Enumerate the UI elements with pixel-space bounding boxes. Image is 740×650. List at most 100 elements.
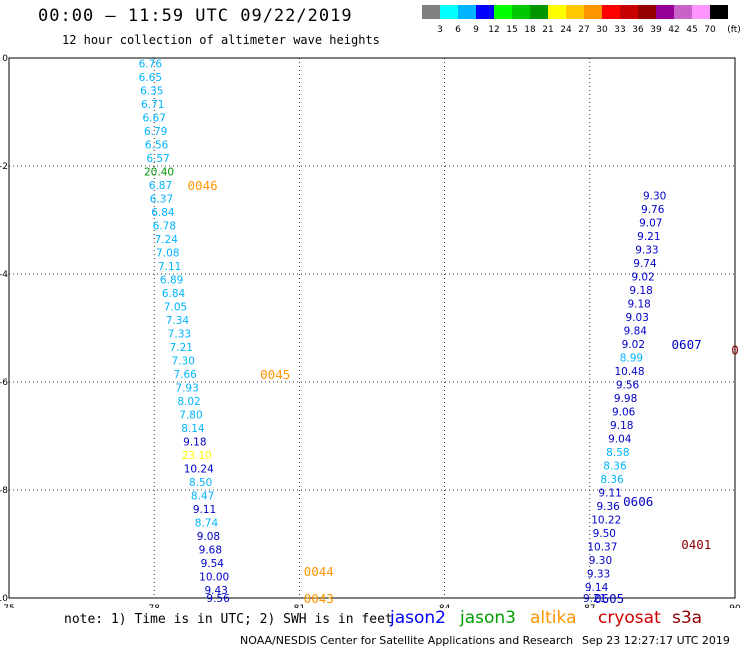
wave-height-label: 10.48 [614, 366, 644, 378]
page-title: 00:00 – 11:59 UTC 09/22/2019 [38, 6, 353, 26]
wave-height-label: 9.18 [629, 285, 652, 297]
wave-height-label: 10.22 [591, 515, 621, 527]
colorbar-tick-label: 36 [632, 25, 644, 35]
pass-time-label: 0 [731, 343, 739, 358]
pass-time-label: 0607 [672, 337, 702, 352]
wave-height-label: 7.93 [175, 382, 198, 394]
legend-jason2: jason2 [390, 608, 446, 628]
colorbar: 3 6 9 12 15 18 21 24 27 30 33 36 39 42 45 70 (ft) [422, 5, 740, 35]
wave-height-label: 7.21 [170, 342, 193, 354]
pass-time-label: 0043 [304, 591, 334, 606]
wave-height-label: 9.06 [612, 407, 636, 419]
colorbar-swatch [512, 5, 530, 19]
wave-height-label: 6.56 [145, 139, 169, 151]
legend-altika: altika [530, 608, 577, 628]
colorbar-tick-label: 33 [614, 25, 625, 35]
legend-s3a: s3a [672, 608, 703, 628]
colorbar-swatch [530, 5, 548, 19]
wave-height-label: 9.08 [197, 531, 220, 543]
wave-height-label: 6.84 [151, 207, 175, 219]
wave-height-label: 23.10 [182, 450, 212, 462]
note-text: note: 1) Time is in UTC; 2) SWH is in fe… [64, 612, 393, 627]
wave-height-label: 8.74 [195, 517, 219, 529]
colorbar-tick-label: 9 [473, 25, 479, 35]
wave-height-label: 9.18 [610, 420, 633, 432]
x-tick-label: 90 [729, 604, 740, 608]
wave-height-label: 9.84 [624, 326, 648, 338]
wave-height-label: 9.33 [635, 245, 658, 257]
pass-time-label: 0046 [188, 178, 218, 193]
footer-credit: NOAA/NESDIS Center for Satellite Applica… [240, 634, 574, 647]
wave-height-label: 6.78 [153, 220, 176, 232]
colorbar-swatch [620, 5, 638, 19]
colorbar-swatch [674, 5, 692, 19]
wave-height-label: 7.66 [173, 369, 197, 381]
wave-height-label: 10.00 [199, 571, 229, 583]
wave-height-label: 6.79 [144, 126, 167, 138]
pass-time-label: 0606 [623, 494, 653, 509]
wave-height-label: 7.33 [168, 328, 191, 340]
pass-time-label: 0401 [681, 537, 711, 552]
legend-cryosat: cryosat [598, 608, 661, 628]
pass-time-label: 0044 [304, 564, 334, 579]
wave-height-label: 8.47 [191, 490, 214, 502]
colorbar-tick-label: 70 [704, 25, 716, 35]
wave-height-label: 8.02 [177, 396, 200, 408]
colorbar-unit: (ft) [727, 25, 740, 35]
plot-frame [8, 57, 736, 599]
colorbar-swatch [656, 5, 674, 19]
wave-height-label: 9.76 [641, 204, 665, 216]
wave-height-label: 9.56 [616, 380, 640, 392]
wave-height-label: 9.21 [637, 231, 660, 243]
wave-height-label: 6.71 [141, 99, 164, 111]
x-tick-label: 87 [584, 604, 595, 608]
y-tick-label: -10 [0, 594, 8, 604]
colorbar-tick-label: 15 [506, 25, 517, 35]
x-tick-label: 75 [3, 604, 14, 608]
wave-height-label: 9.11 [193, 504, 216, 516]
wave-height-label: 10.24 [184, 463, 214, 475]
colorbar-tick-label: 18 [524, 25, 536, 35]
colorbar-swatch [458, 5, 476, 19]
colorbar-tick-label: 30 [596, 25, 608, 35]
wave-height-label: 9.11 [598, 488, 621, 500]
map-plot: 75 78 81 84 87 90 0 -2 -4 -6 -8 -10 6.76 6.656.35 6.71… [0, 54, 740, 608]
wave-height-label: 7.34 [166, 315, 190, 327]
colorbar-swatch [494, 5, 512, 19]
wave-height-label: 9.54 [201, 558, 225, 570]
colorbar-swatch [476, 5, 494, 19]
wave-height-label: 6.76 [139, 58, 163, 70]
colorbar-swatch [548, 5, 566, 19]
wave-height-label: 8.99 [620, 353, 643, 365]
wave-height-label: 6.87 [149, 180, 172, 192]
footer-timestamp: Sep 23 12:27:17 UTC 2019 [582, 634, 730, 647]
colorbar-swatch [566, 5, 584, 19]
colorbar-swatch [602, 5, 620, 19]
wave-height-label: 8.50 [189, 477, 212, 489]
colorbar-swatch [710, 5, 728, 19]
wave-height-label: 9.36 [596, 501, 620, 513]
colorbar-swatch [422, 5, 440, 19]
x-tick-label: 81 [294, 604, 305, 608]
colorbar-tick-label: 6 [455, 25, 461, 35]
wave-height-label: 6.67 [143, 112, 166, 124]
wave-height-label: 6.65 [139, 72, 162, 84]
wave-height-label: 9.43 [204, 585, 227, 597]
wave-height-label: 9.03 [626, 312, 649, 324]
page-subtitle: 12 hour collection of altimeter wave hei… [62, 33, 380, 47]
wave-height-label: 9.68 [199, 544, 222, 556]
colorbar-tick-label: 45 [686, 25, 697, 35]
wave-height-label: 9.21 [583, 593, 606, 605]
y-tick-label: -2 [0, 162, 8, 172]
wave-height-label: 9.02 [622, 339, 645, 351]
wave-height-label: 7.11 [158, 261, 181, 273]
wave-height-label: 7.05 [164, 301, 187, 313]
colorbar-tick-label: 3 [437, 25, 443, 35]
wave-height-label: 7.30 [172, 355, 195, 367]
x-tick-label: 78 [148, 604, 160, 608]
colorbar-swatch [440, 5, 458, 19]
colorbar-tick-label: 42 [668, 25, 679, 35]
wave-height-label: 8.58 [606, 447, 629, 459]
wave-height-label: 8.36 [603, 461, 627, 473]
wave-height-label: 9.04 [608, 434, 632, 446]
